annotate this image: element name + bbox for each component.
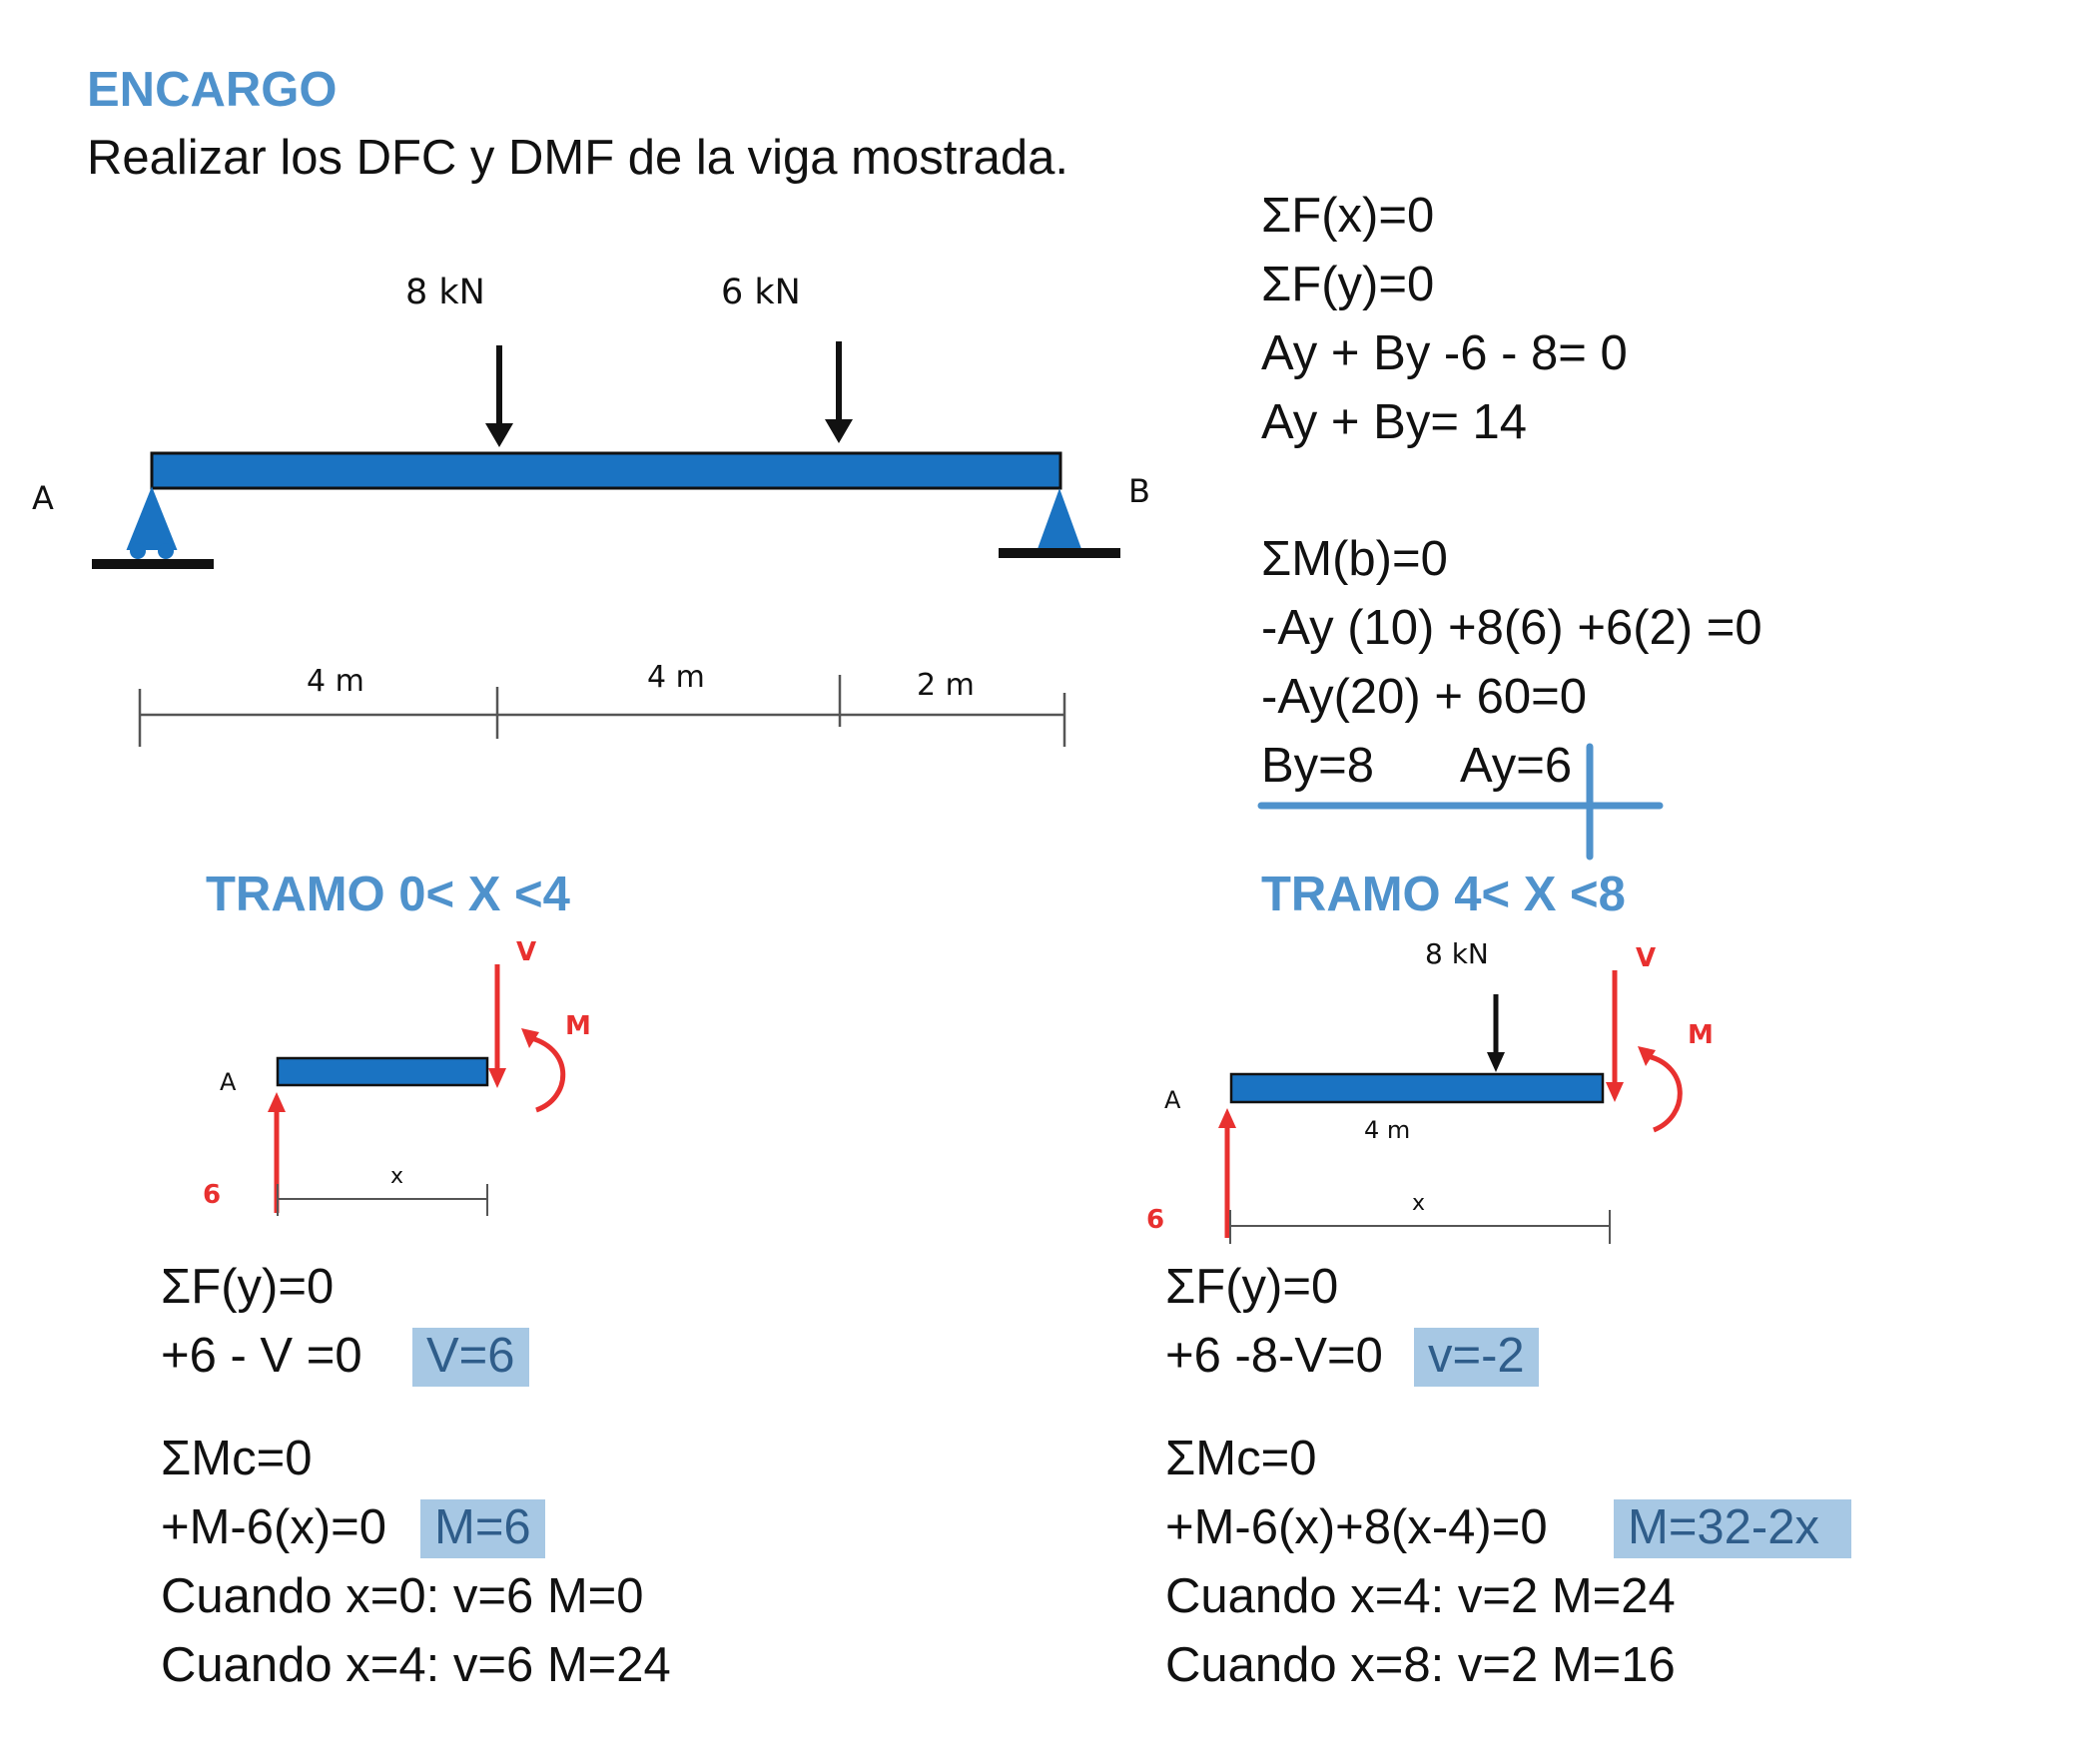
result-by: By=8 [1261,739,1375,793]
tramo2-shear-label: V [1636,943,1656,973]
tramo1-diagram: A 6 V M x [203,937,591,1216]
eq-moment-simplified: -Ay(20) + 60=0 [1261,670,1587,724]
tramo2-x-label: x [1412,1191,1425,1216]
tramo2-sum-fy: ΣF(y)=0 [1165,1260,1339,1314]
eq-moment-expanded: -Ay (10) +8(6) +6(2) =0 [1261,601,1762,655]
result-ay: Ay=6 [1460,739,1573,793]
tramo1-x-label: x [390,1164,403,1189]
tramo1-sum-mc: ΣMc=0 [161,1432,313,1485]
tramo1-fy-equation: +6 - V =0 [161,1329,362,1383]
load-arrow-6kn [825,341,853,443]
tramo1-reaction-label: 6 [203,1180,221,1210]
tramo2-moment-label: M [1688,1020,1714,1050]
tramo2-sum-mc: ΣMc=0 [1165,1432,1317,1485]
eq-sum-fx: ΣF(x)=0 [1261,189,1435,243]
eq-sum-mb: ΣM(b)=0 [1261,532,1448,586]
tramo2-case-1: Cuando x=4: v=2 M=24 [1165,1569,1676,1623]
support-b-pin [999,488,1120,558]
tramo1-sum-fy: ΣF(y)=0 [161,1260,335,1314]
tramo1-case-2: Cuando x=4: v=6 M=24 [161,1638,671,1692]
support-b-label: B [1128,472,1150,510]
main-beam-diagram: A B 8 kN 6 kN 4 m 4 m 2 m [32,273,1150,747]
tramo2-mc-equation: +M-6(x)+8(x-4)=0 [1165,1500,1548,1554]
tramo1-case-1: Cuando x=0: v=6 M=0 [161,1569,644,1623]
tramo2-m-result: M=32-2x [1614,1499,1852,1558]
dim-label-1: 4 m [307,664,364,699]
support-a-roller [92,486,214,569]
tramo2-beam [1229,1072,1605,1104]
load-label-8kn: 8 kN [405,273,485,312]
tramo1-v-result: V=6 [412,1328,529,1387]
load-arrow-8kn [485,345,513,447]
page-title: ENCARGO [87,63,338,117]
tramo1-title: TRAMO 0< X <4 [206,868,570,921]
tramo2-v-result: v=-2 [1414,1328,1539,1387]
tramo2-title: TRAMO 4< X <8 [1261,868,1626,921]
tramo1-beam [276,1056,489,1087]
tramo1-support-label: A [220,1068,237,1096]
dimension-line [138,675,1066,747]
dim-label-3: 2 m [917,668,975,703]
load-label-6kn: 6 kN [721,273,801,312]
result-divider-cross [1257,743,1664,861]
tramo1-m-result: M=6 [420,1499,545,1558]
eq-sum-fy: ΣF(y)=0 [1261,258,1435,311]
support-a-label: A [32,479,54,517]
tramo2-case-2: Cuando x=8: v=2 M=16 [1165,1638,1676,1692]
tramo1-shear-label: V [516,937,536,967]
tramo2-reaction-label: 6 [1146,1205,1164,1235]
eq-ay-by: Ay + By -6 - 8= 0 [1261,326,1628,380]
tramo2-dim-label: 4 m [1364,1116,1410,1144]
tramo1-mc-equation: +M-6(x)=0 [161,1500,387,1554]
eq-ay-by-sum: Ay + By= 14 [1261,395,1528,449]
tramo2-support-label: A [1164,1086,1181,1114]
instruction-text: Realizar los DFC y DMF de la viga mostra… [87,131,1069,185]
dim-label-2: 4 m [647,660,705,695]
tramo2-diagram: A 6 8 kN 4 m V M x [1146,937,1714,1244]
tramo2-fy-equation: +6 -8-V=0 [1165,1329,1383,1383]
main-beam [150,451,1062,490]
tramo1-moment-label: M [565,1011,591,1041]
tramo2-load-label: 8 kN [1425,937,1489,970]
